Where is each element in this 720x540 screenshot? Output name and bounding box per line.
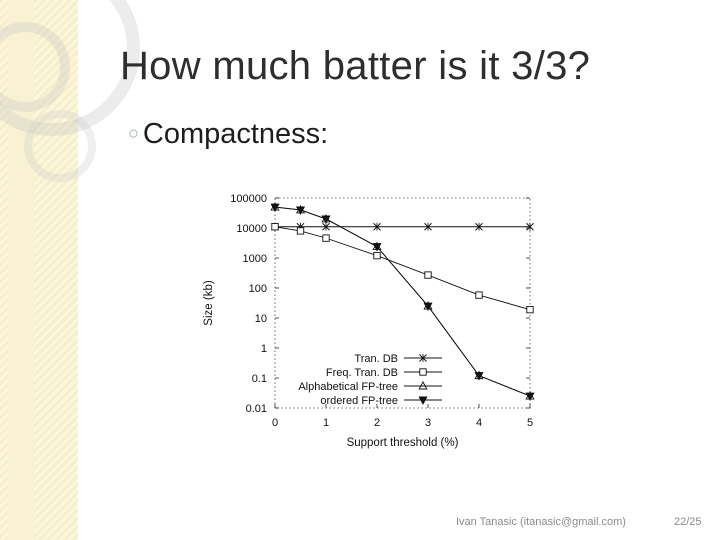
legend-label-freq-tran-db: Freq. Tran. DB bbox=[326, 367, 398, 379]
point-ordered-fp-tree bbox=[474, 372, 484, 381]
point-ordered-fp-tree bbox=[321, 215, 331, 224]
bullet-text: Compactness: bbox=[142, 118, 329, 150]
point-ordered-fp-tree bbox=[372, 243, 382, 252]
point-ordered-fp-tree bbox=[295, 206, 306, 215]
point-freq-tran-db bbox=[424, 271, 432, 279]
legend-label-tran-db: Tran. DB bbox=[354, 353, 398, 365]
footer-author: Ivan Tanasic (itanasic@gmail.com) bbox=[456, 516, 626, 528]
y-tick-label: 1 bbox=[261, 343, 267, 355]
point-tran-db bbox=[322, 222, 330, 231]
x-tick-label: 0 bbox=[272, 417, 278, 429]
x-tick-label: 4 bbox=[476, 417, 482, 429]
point-freq-tran-db bbox=[475, 291, 483, 299]
y-tick-label: 0.01 bbox=[246, 403, 267, 415]
point-freq-tran-db bbox=[271, 223, 279, 231]
x-tick-label: 2 bbox=[374, 417, 380, 429]
point-ordered-fp-tree bbox=[423, 302, 433, 312]
y-tick-label: 10 bbox=[255, 313, 267, 325]
point-tran-db bbox=[526, 222, 534, 231]
point-freq-tran-db bbox=[322, 234, 330, 242]
point-freq-tran-db bbox=[526, 305, 534, 314]
y-tick-label: 10000 bbox=[236, 223, 267, 235]
point-tran-db bbox=[424, 222, 432, 231]
decorative-ring-small bbox=[0, 22, 70, 112]
y-tick-label: 100000 bbox=[230, 193, 267, 205]
point-ordered-fp-tree bbox=[525, 392, 535, 402]
chart-svg: 0.01 0.1 1 10 100 1000 10000 100000 0 1 2 3 4 5 Suppor… bbox=[203, 193, 535, 449]
footer-page-number: 22/25 bbox=[674, 516, 702, 528]
legend-marker-ordered-fp-tree bbox=[418, 396, 428, 405]
x-axis-label: Support threshold (%) bbox=[347, 437, 459, 449]
size-vs-support-chart: 0.01 0.1 1 10 100 1000 10000 100000 0 1 2 3 4 5 Suppor… bbox=[190, 186, 550, 458]
point-tran-db bbox=[373, 222, 381, 231]
point-freq-tran-db bbox=[296, 227, 305, 235]
hollow-bullet-icon: ○ bbox=[128, 123, 139, 143]
plot-frame bbox=[274, 197, 531, 409]
y-tick-label: 100 bbox=[249, 283, 267, 295]
legend-marker-tran-db bbox=[419, 354, 427, 362]
series-line-ordered-fp-tree bbox=[274, 206, 531, 397]
point-tran-db bbox=[475, 222, 483, 231]
x-tick-label: 3 bbox=[425, 417, 431, 429]
x-tick-label: 1 bbox=[323, 417, 329, 429]
x-tick-label: 5 bbox=[527, 417, 533, 429]
legend-marker-freq-tran-db bbox=[419, 368, 427, 376]
point-ordered-fp-tree bbox=[270, 203, 280, 212]
series-line-freq-tran-db bbox=[274, 226, 531, 311]
legend-label-ordered-fp-tree: ordered FP-tree bbox=[320, 395, 398, 407]
y-axis-label: Size (kb) bbox=[203, 280, 215, 326]
bullet-compactness: ○ Compactness: bbox=[128, 118, 328, 151]
point-freq-tran-db bbox=[373, 251, 381, 260]
legend-marker-alphabetical-fp-tree bbox=[418, 381, 428, 390]
y-tick-label: 0.1 bbox=[252, 373, 267, 385]
series-line-alphabetical-fp-tree bbox=[274, 206, 531, 397]
legend-label-alphabetical-fp-tree: Alphabetical FP-tree bbox=[298, 381, 398, 393]
decorative-ring-lower bbox=[24, 110, 96, 182]
y-tick-label: 1000 bbox=[243, 253, 267, 265]
slide-title: How much batter is it 3/3? bbox=[120, 44, 591, 88]
